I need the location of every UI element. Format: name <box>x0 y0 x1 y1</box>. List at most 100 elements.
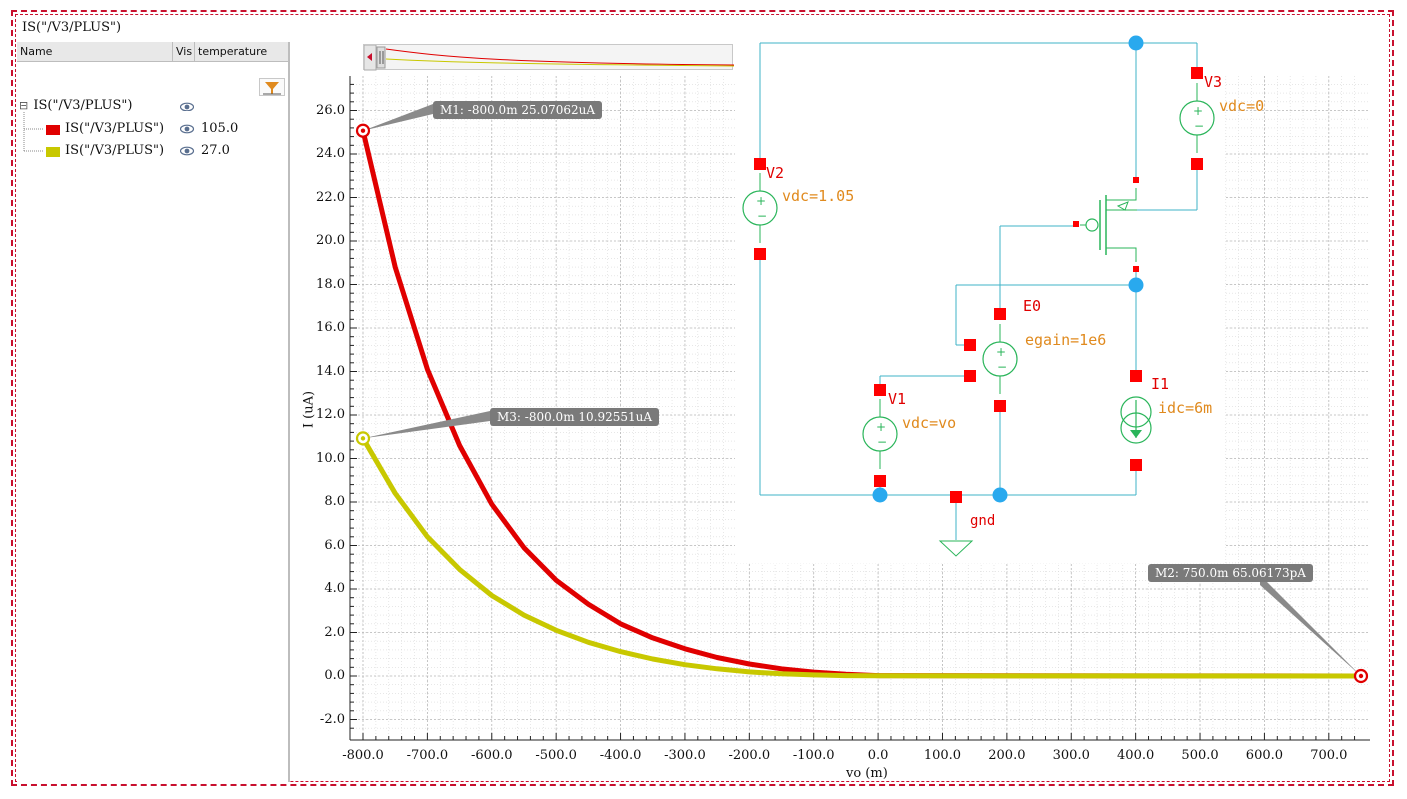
pmos-arrow <box>1116 201 1129 211</box>
schematic-node <box>1128 35 1144 51</box>
x-tick-label: 400.0 <box>1117 748 1155 763</box>
schematic-pin <box>754 158 766 170</box>
trace-browser-panel: Name Vis temperature ⊟ IS("/V3/PLUS") IS… <box>17 42 290 782</box>
marker-label-m3[interactable]: M3: -800.0m 10.92551uA <box>490 408 660 426</box>
marker-dot-m1 <box>360 128 366 133</box>
window-title: IS("/V3/PLUS") <box>22 20 122 35</box>
x-tick-label: -600.0 <box>470 748 513 763</box>
x-tick-label: -300.0 <box>664 748 706 763</box>
schematic-pin <box>994 400 1006 412</box>
y-axis-label: I (uA) <box>301 390 317 429</box>
trace-color-swatch-yellow <box>46 147 60 157</box>
y-tick-label: 18.0 <box>316 276 345 292</box>
y-tick-label: 20.0 <box>316 233 345 248</box>
minus-sign: − <box>1194 119 1204 133</box>
overview-zoom-bar[interactable] <box>363 44 735 71</box>
series-line-1 <box>360 128 1364 679</box>
component-ref-v1: V1 <box>888 390 907 408</box>
ground-label: gnd <box>970 513 996 529</box>
ground-symbol <box>938 540 974 557</box>
column-header-vis[interactable]: Vis <box>173 42 195 62</box>
schematic-pin-small <box>1133 177 1139 183</box>
x-tick-label: -800.0 <box>342 748 384 763</box>
filter-button[interactable] <box>259 78 285 96</box>
visibility-eye-icon[interactable] <box>180 101 194 111</box>
x-tick-label: -100.0 <box>792 748 835 763</box>
y-tick-label: 8.0 <box>324 494 345 509</box>
marker-callout-m3 <box>363 411 490 439</box>
schematic-overlay: +−+−+−+− <box>735 35 1225 563</box>
marker-label-m1[interactable]: M1: -800.0m 25.07062uA <box>433 101 603 119</box>
schematic-pin-small <box>1133 266 1139 272</box>
visibility-eye-icon[interactable] <box>180 145 196 157</box>
x-tick-label: -500.0 <box>535 748 577 763</box>
component-param-v1: vdc=vo <box>902 414 957 432</box>
tree-group-row[interactable]: ⊟ IS("/V3/PLUS") <box>19 96 132 116</box>
trace-temperature-2: 27.0 <box>201 143 230 158</box>
x-tick-label: 200.0 <box>988 748 1026 763</box>
minus-sign: − <box>997 360 1007 374</box>
schematic-pin <box>1130 370 1142 382</box>
schematic-pin <box>964 339 976 351</box>
chart-axes <box>349 76 1370 741</box>
y-tick-label: 12.0 <box>316 407 345 422</box>
trace-color-swatch-red <box>46 125 60 135</box>
y-tick-label: 24.0 <box>316 146 345 161</box>
window-frame-inner <box>15 14 1390 782</box>
pmos-drain <box>1106 247 1137 262</box>
y-tick-label: 26.0 <box>316 102 345 118</box>
schematic-pin <box>1130 459 1142 471</box>
scroll-left-icon <box>367 53 372 61</box>
marker-label-m2[interactable]: M2: 750.0m 65.06173pA <box>1148 564 1313 582</box>
v2-source-symbol <box>742 190 778 226</box>
series-line-2 <box>360 435 1364 679</box>
x-tick-label: 0.0 <box>867 748 889 763</box>
marker-dot-m2 <box>1358 673 1364 679</box>
x-tick-label: -700.0 <box>406 748 449 763</box>
y-tick-label: 2.0 <box>324 624 345 640</box>
schematic-pin <box>1191 67 1203 79</box>
y-tick-label: 0.0 <box>324 668 345 683</box>
component-param-e0: egain=1e6 <box>1025 331 1107 349</box>
x-tick-label: 700.0 <box>1310 748 1348 763</box>
filter-icon <box>263 82 281 95</box>
schematic-pin <box>1191 158 1203 170</box>
visibility-eye-icon[interactable] <box>180 123 196 135</box>
plus-sign: + <box>996 345 1006 359</box>
group-label: IS("/V3/PLUS") <box>33 98 133 113</box>
schematic-node <box>1128 277 1144 293</box>
schematic-pin <box>754 248 766 260</box>
schematic-pin <box>994 308 1006 320</box>
trace-temperature-1: 105.0 <box>201 121 239 136</box>
chart-series <box>360 128 1364 679</box>
minus-sign: − <box>877 435 887 449</box>
component-ref-e0: E0 <box>1023 297 1042 315</box>
plus-sign: + <box>1193 104 1203 118</box>
collapse-icon[interactable]: ⊟ <box>19 99 29 112</box>
y-tick-label: 6.0 <box>324 537 345 553</box>
e0-source-symbol <box>982 341 1018 377</box>
x-tick-label: 500.0 <box>1181 748 1219 763</box>
marker-callout-m1 <box>363 104 433 131</box>
v1-source-symbol <box>862 416 898 452</box>
component-param-v3: vdc=0 <box>1219 97 1265 115</box>
schematic-pin <box>874 475 886 487</box>
zoom-handle <box>376 46 386 69</box>
column-header-name[interactable]: Name <box>17 42 173 62</box>
schematic-node <box>992 487 1008 503</box>
trace-label-2: IS("/V3/PLUS") <box>65 143 165 158</box>
y-tick-label: -2.0 <box>319 711 345 727</box>
x-tick-label: -200.0 <box>728 748 771 763</box>
window-frame <box>11 10 1394 786</box>
x-tick-label: -400.0 <box>599 748 642 763</box>
schematic-pin <box>950 491 962 503</box>
schematic-pin <box>874 384 886 396</box>
y-tick-label: 14.0 <box>316 363 345 379</box>
marker-callout-m2 <box>1260 575 1361 676</box>
schematic-node <box>872 487 888 503</box>
tree-lines <box>23 112 43 152</box>
column-header-temperature[interactable]: temperature <box>195 42 288 62</box>
component-ref-v2: V2 <box>766 164 785 182</box>
plus-sign: + <box>876 420 886 434</box>
x-tick-label: 100.0 <box>923 748 962 763</box>
